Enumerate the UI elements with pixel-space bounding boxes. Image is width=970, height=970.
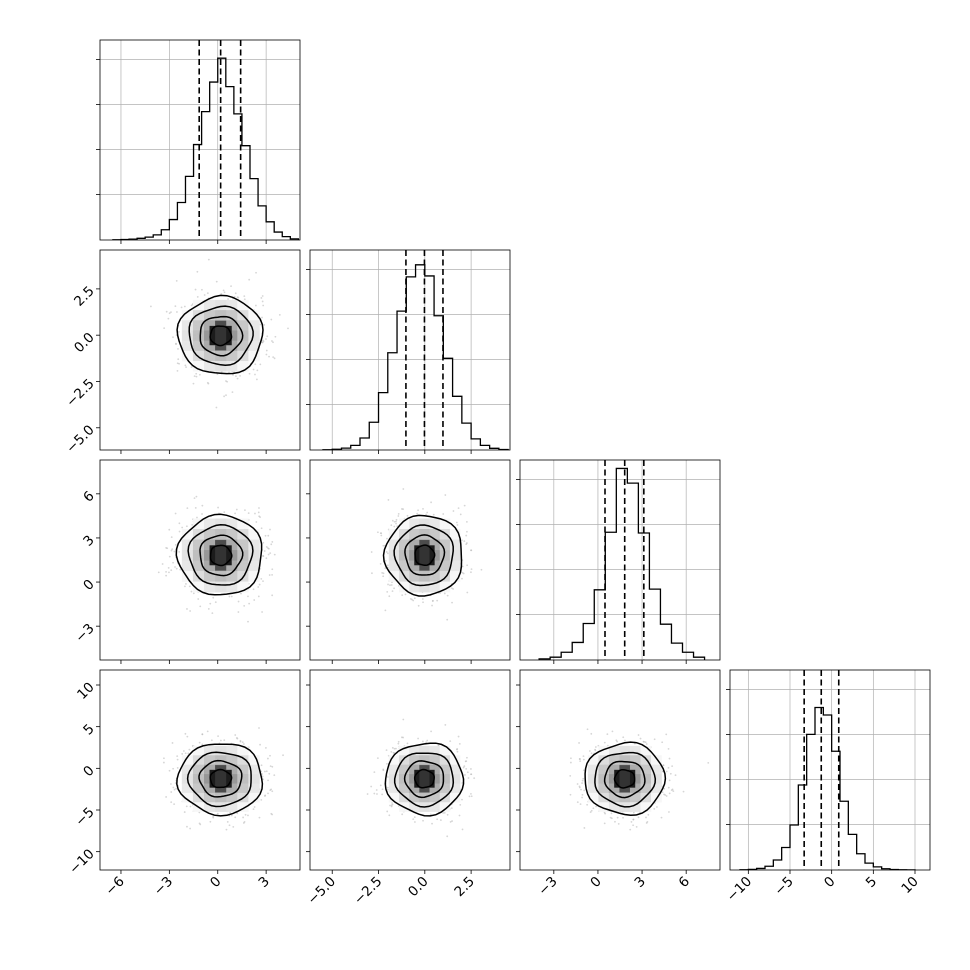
ytick-label-1-0: −5.0 xyxy=(63,422,97,456)
contour-3-2-3 xyxy=(584,741,667,817)
scatter-panel-3-0 xyxy=(162,727,284,831)
contour-2-0-0 xyxy=(209,544,233,567)
contour-2-1-3 xyxy=(382,514,463,597)
contour-3-0-1 xyxy=(198,759,243,798)
ytick-label-1-3: 2.5 xyxy=(71,283,98,310)
contour-3-1-0 xyxy=(413,768,435,789)
xtick-label-1-3: 2.5 xyxy=(451,874,478,901)
contour-3-0-2 xyxy=(186,751,252,808)
hist-panel-1 xyxy=(306,250,510,450)
scatter-panel-1-0 xyxy=(150,258,289,409)
xtick-label-0-1: −3 xyxy=(151,874,176,899)
contour-1-0-1 xyxy=(199,315,244,357)
xtick-label-0-0: −6 xyxy=(102,874,127,899)
hist-frame-0 xyxy=(99,39,301,241)
xtick-label-1-0: −5.0 xyxy=(305,874,339,908)
contour-2-0-3 xyxy=(175,513,263,596)
hist-panel-0 xyxy=(96,40,300,240)
hist-step-3 xyxy=(739,706,916,870)
contour-3-0-3 xyxy=(176,743,264,817)
contour-2-1-0 xyxy=(414,544,436,566)
xtick-label-3-2: 0 xyxy=(821,874,838,891)
hist-frame-2 xyxy=(519,459,721,661)
ytick-label-3-2: 0 xyxy=(80,763,97,780)
scatter-frame-2-0 xyxy=(99,459,301,661)
scatter-frame-3-0 xyxy=(99,669,301,871)
scatter-panel-2-1 xyxy=(370,488,483,621)
contour-3-2-2 xyxy=(594,751,657,808)
ytick-label-2-2: 3 xyxy=(80,532,97,549)
xtick-label-2-0: −3 xyxy=(535,874,560,899)
hist-panel-2 xyxy=(516,460,720,660)
xtick-label-1-1: −2.5 xyxy=(351,874,385,908)
contour-3-1-3 xyxy=(384,742,465,817)
hist-step-0 xyxy=(112,57,300,240)
contour-2-1-1 xyxy=(404,534,446,576)
scatter-panel-3-2 xyxy=(569,728,710,831)
xtick-label-2-3: 6 xyxy=(676,874,693,891)
hist-step-2 xyxy=(538,467,706,660)
xtick-label-2-2: 3 xyxy=(631,874,648,891)
scatter-frame-3-2 xyxy=(519,669,721,871)
contour-1-0-0 xyxy=(209,325,233,347)
contour-1-0-3 xyxy=(176,294,264,375)
contour-1-0-2 xyxy=(188,305,254,367)
scatter-frame-1-0 xyxy=(99,249,301,451)
contour-2-0-2 xyxy=(187,523,254,586)
contour-2-0-1 xyxy=(199,534,244,577)
xtick-label-3-1: −5 xyxy=(771,874,796,899)
ytick-label-1-1: −2.5 xyxy=(63,376,97,410)
xtick-label-0-2: 0 xyxy=(207,874,224,891)
hist-step-1 xyxy=(322,264,509,450)
contour-2-1-2 xyxy=(393,524,454,587)
xtick-label-2-1: 0 xyxy=(587,874,604,891)
xtick-label-0-3: 3 xyxy=(256,874,273,891)
ytick-label-3-4: 10 xyxy=(74,679,97,702)
ytick-label-2-1: 0 xyxy=(80,576,97,593)
scatter-panel-3-1 xyxy=(366,718,476,838)
ytick-label-2-3: 6 xyxy=(80,488,97,505)
ytick-label-3-3: 5 xyxy=(80,721,97,738)
ytick-label-3-1: −5 xyxy=(72,804,97,829)
hist-panel-3 xyxy=(726,670,930,870)
contour-3-0-0 xyxy=(209,768,233,789)
contour-3-2-0 xyxy=(613,768,636,789)
ytick-label-2-0: −3 xyxy=(72,621,97,646)
scatter-panel-2-0 xyxy=(157,495,276,623)
xtick-label-3-0: −10 xyxy=(724,874,755,905)
xtick-label-3-4: 10 xyxy=(898,874,921,897)
ytick-label-1-2: 0.0 xyxy=(71,330,98,357)
xtick-label-1-2: 0.0 xyxy=(405,874,432,901)
contour-3-2-1 xyxy=(603,760,646,799)
ytick-label-3-0: −10 xyxy=(66,846,97,877)
hist-frame-3 xyxy=(729,669,931,871)
scatter-frame-2-1 xyxy=(309,459,511,661)
scatter-frame-3-1 xyxy=(309,669,511,871)
xtick-label-3-3: 5 xyxy=(863,874,880,891)
contour-3-1-2 xyxy=(393,752,455,808)
contour-3-1-1 xyxy=(403,760,445,799)
hist-frame-1 xyxy=(309,249,511,451)
